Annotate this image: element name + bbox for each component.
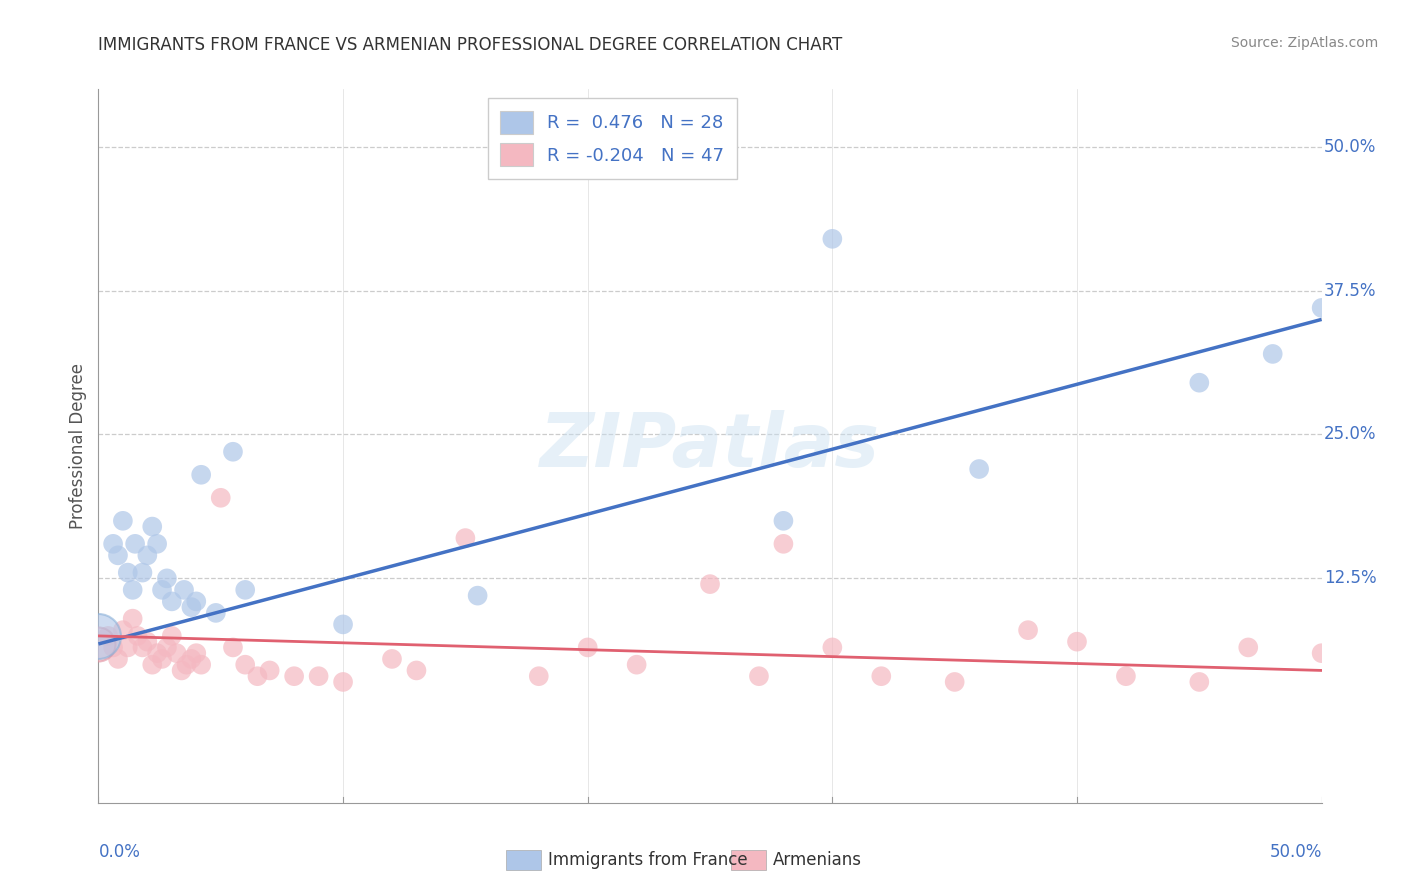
Point [821,232,844,246]
Point [454,531,477,545]
Point [97,629,120,643]
Point [332,617,354,632]
Point [131,566,153,580]
Point [160,594,183,608]
Point [87,637,110,651]
Point [222,444,245,458]
Point [190,467,212,482]
Point [209,491,232,505]
Point [467,589,489,603]
Point [150,582,173,597]
Text: 50.0%: 50.0% [1324,137,1376,156]
Point [772,514,794,528]
Point [117,566,139,580]
Point [821,640,844,655]
Point [170,664,193,678]
Point [121,612,143,626]
Point [107,652,129,666]
Point [1310,301,1333,315]
Point [1017,623,1039,637]
Point [246,669,269,683]
Point [190,657,212,672]
Text: 37.5%: 37.5% [1324,282,1376,300]
Point [173,582,195,597]
Point [1188,675,1211,690]
Y-axis label: Professional Degree: Professional Degree [69,363,87,529]
Point [1310,646,1333,660]
Point [124,537,146,551]
Point [180,652,202,666]
Point [626,657,648,672]
Point [308,669,330,683]
Point [127,629,149,643]
Point [150,652,173,666]
Point [101,537,124,551]
Point [233,582,256,597]
Point [405,664,427,678]
Point [121,582,143,597]
Point [111,514,134,528]
Point [156,640,179,655]
Text: 25.0%: 25.0% [1324,425,1376,443]
Point [186,594,208,608]
Point [1066,634,1088,648]
Point [176,657,198,672]
Point [156,571,179,585]
Point [381,652,404,666]
Text: 50.0%: 50.0% [1270,843,1322,861]
Point [233,657,256,672]
Point [1360,669,1382,683]
Point [1115,669,1137,683]
Point [160,629,183,643]
Legend: R =  0.476   N = 28, R = -0.204   N = 47: R = 0.476 N = 28, R = -0.204 N = 47 [488,98,737,179]
Point [141,519,163,533]
Point [1261,347,1284,361]
Point [117,640,139,655]
Point [87,629,110,643]
Point [101,640,124,655]
Point [1188,376,1211,390]
Text: 0.0%: 0.0% [98,843,141,861]
Text: Source: ZipAtlas.com: Source: ZipAtlas.com [1230,36,1378,50]
Point [222,640,245,655]
Point [186,646,208,660]
Point [141,657,163,672]
Point [131,640,153,655]
Point [967,462,990,476]
Text: IMMIGRANTS FROM FRANCE VS ARMENIAN PROFESSIONAL DEGREE CORRELATION CHART: IMMIGRANTS FROM FRANCE VS ARMENIAN PROFE… [98,36,842,54]
Point [283,669,305,683]
Text: Armenians: Armenians [773,851,862,869]
Point [332,675,354,690]
Point [136,634,159,648]
Text: ZIPatlas: ZIPatlas [540,409,880,483]
Point [576,640,599,655]
Point [111,623,134,637]
Point [699,577,721,591]
Point [259,664,281,678]
Point [748,669,770,683]
Point [146,537,169,551]
Point [136,549,159,563]
Point [107,549,129,563]
Point [205,606,228,620]
Point [146,646,169,660]
Point [166,646,188,660]
Point [772,537,794,551]
Text: 12.5%: 12.5% [1324,569,1376,587]
Point [180,600,202,615]
Text: Immigrants from France: Immigrants from France [548,851,748,869]
Point [527,669,550,683]
Point [1237,640,1260,655]
Point [943,675,966,690]
Point [870,669,893,683]
